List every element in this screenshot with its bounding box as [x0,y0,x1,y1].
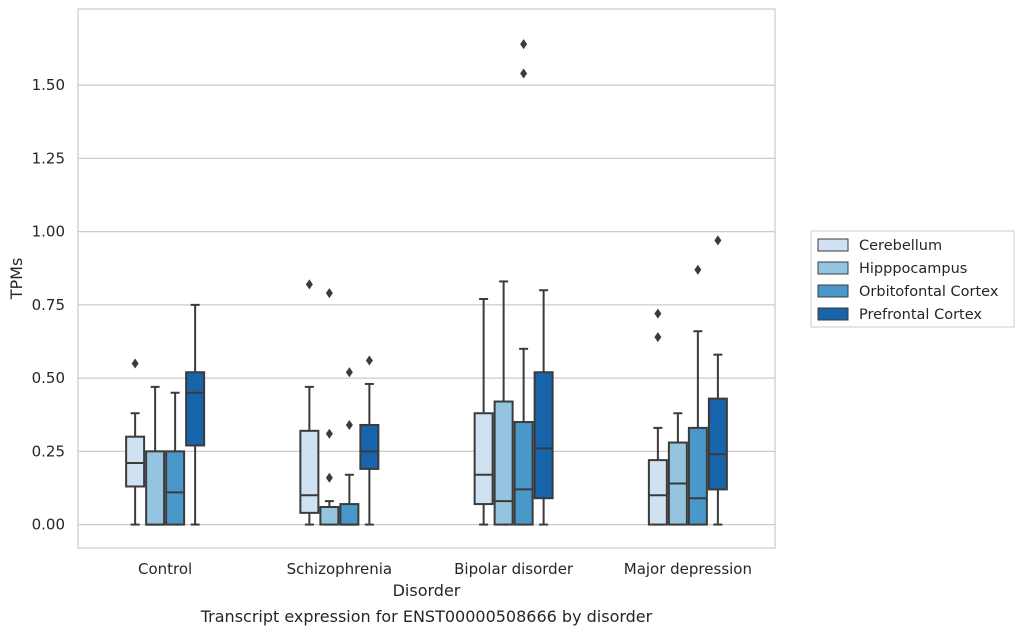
box-body [185,371,206,447]
box [493,280,514,526]
box-body [707,397,728,491]
outlier-point [325,428,333,439]
box-body [647,459,668,526]
box [647,308,668,526]
box [513,39,534,526]
box-body [145,450,166,526]
box-body [493,400,514,526]
box-body [299,429,320,514]
x-tick-label: Schizophrenia [287,560,392,578]
legend-label: Orbitofontal Cortex [859,284,999,300]
x-axis-ticks: Control Schizophrenia Bipolar disorder Majo… [138,560,752,578]
box-body [319,505,340,526]
box-body [359,423,380,470]
legend-swatch [817,307,849,321]
box [533,289,554,526]
box [667,412,688,526]
box-body [473,412,494,506]
y-tick-label: 1.50 [32,76,65,94]
outlier-point [325,472,333,483]
legend-label: Cerebellum [859,238,942,254]
box [185,303,206,526]
outlier-point [520,39,528,50]
legend: Cerebellum Hipppocampus Orbitofontal Corte… [810,230,1015,328]
legend-label: Hipppocampus [859,261,967,277]
outlier-point [345,367,353,378]
box-body [687,426,708,526]
box [299,279,320,526]
x-tick-label: Major depression [624,560,752,578]
outlier-point [365,355,373,366]
legend-swatch [817,261,849,275]
box [473,298,494,526]
y-tick-label: 0.50 [32,369,65,387]
box [359,355,380,526]
box-body [165,450,186,526]
outlier-point [305,279,313,290]
plot-frame [77,8,776,549]
box-plot-area [125,39,728,526]
box-body [339,503,360,526]
x-axis-label: Disorder [393,581,461,600]
box [707,235,728,526]
box-body [513,421,534,526]
outlier-point [714,235,722,246]
y-axis-ticks: 0.00 0.25 0.50 0.75 1.00 1.25 1.50 [32,76,65,533]
y-tick-label: 0.25 [32,442,65,460]
box-body [533,371,554,500]
outlier-point [654,308,662,319]
box-body [125,435,146,488]
outlier-point [694,264,702,275]
outlier-point [520,68,528,79]
box [165,391,186,526]
y-axis-label: TPMs [7,258,26,301]
box [145,385,166,526]
legend-label: Prefrontal Cortex [859,307,982,323]
legend-swatch [817,284,849,298]
box [125,358,146,526]
x-tick-label: Bipolar disorder [454,560,574,578]
outlier-point [654,332,662,343]
box [687,264,708,526]
y-tick-label: 1.25 [32,149,65,167]
outlier-point [131,358,139,369]
y-tick-label: 1.00 [32,223,65,241]
outlier-point [325,288,333,299]
box [319,288,340,526]
y-tick-label: 0.00 [32,516,65,534]
x-tick-label: Control [138,560,192,578]
box [339,367,360,526]
y-tick-label: 0.75 [32,296,65,314]
outlier-point [345,419,353,430]
legend-swatch [817,238,849,252]
chart-title: Transcript expression for ENST0000050866… [200,607,653,626]
